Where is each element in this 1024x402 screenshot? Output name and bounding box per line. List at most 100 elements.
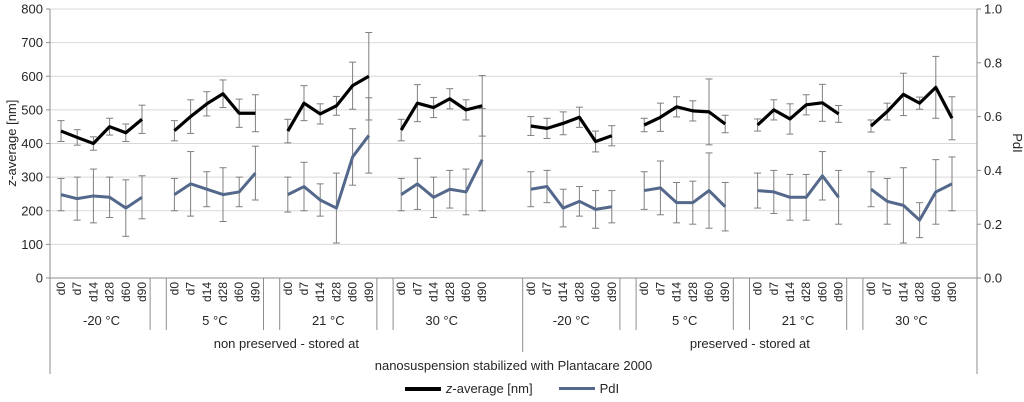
left-axis-tick-label: 0 bbox=[36, 271, 43, 286]
z-average-series-line bbox=[530, 115, 613, 144]
day-tick-label: d60 bbox=[459, 282, 473, 302]
z-average-series-line bbox=[60, 118, 144, 146]
day-tick-label: d60 bbox=[815, 282, 829, 302]
day-tick-label: d7 bbox=[540, 282, 554, 296]
day-tick-label: d28 bbox=[329, 282, 343, 302]
day-tick-label: d7 bbox=[184, 282, 198, 296]
day-tick-label: d7 bbox=[653, 282, 667, 296]
day-tick-label: d28 bbox=[216, 282, 230, 302]
day-tick-label: d7 bbox=[297, 282, 311, 296]
day-tick-label: d14 bbox=[200, 282, 214, 302]
day-tick-label: d0 bbox=[751, 282, 765, 296]
right-axis-tick-label: 0.4 bbox=[984, 163, 1002, 178]
x-axis-title: nanosuspension stabilized with Plantacar… bbox=[374, 358, 653, 373]
temperature-group-label: -20 °C bbox=[83, 313, 120, 328]
legend-item-pdi: PdI bbox=[558, 381, 620, 396]
day-tick-label: d14 bbox=[556, 282, 570, 302]
pdi-series-line bbox=[643, 186, 727, 208]
day-tick-label: d0 bbox=[54, 282, 68, 296]
day-tick-label: d0 bbox=[394, 282, 408, 296]
temperature-group-label: 5 °C bbox=[202, 313, 227, 328]
z-average-series-line bbox=[756, 101, 840, 127]
day-tick-label: d28 bbox=[103, 282, 117, 302]
day-tick-label: d90 bbox=[945, 282, 959, 302]
pdi-series-line bbox=[173, 172, 257, 197]
pdi-series-line bbox=[400, 158, 484, 199]
day-tick-label: d28 bbox=[799, 282, 813, 302]
pdi-series-line bbox=[870, 182, 953, 222]
left-axis-tick-label: 600 bbox=[21, 69, 43, 84]
temperature-group-label: 5 °C bbox=[672, 313, 697, 328]
day-tick-label: d14 bbox=[896, 282, 910, 302]
day-tick-label: d14 bbox=[313, 282, 327, 302]
day-tick-label: d90 bbox=[135, 282, 149, 302]
temperature-group-label: 21 °C bbox=[312, 313, 345, 328]
day-tick-label: d90 bbox=[832, 282, 846, 302]
day-tick-label: d90 bbox=[248, 282, 262, 302]
day-tick-label: d90 bbox=[475, 282, 489, 302]
day-tick-label: d14 bbox=[427, 282, 441, 302]
day-tick-label: d28 bbox=[443, 282, 457, 302]
legend-item-z-average: z-average [nm] bbox=[404, 381, 533, 396]
temperature-group-label: -20 °C bbox=[553, 313, 590, 328]
z-average-series-line bbox=[286, 74, 370, 132]
right-axis-tick-label: 0.0 bbox=[984, 271, 1002, 286]
day-tick-label: d90 bbox=[362, 282, 376, 302]
day-tick-label: d28 bbox=[572, 282, 586, 302]
left-axis-tick-label: 700 bbox=[21, 35, 43, 50]
day-tick-label: d60 bbox=[346, 282, 360, 302]
day-tick-label: d14 bbox=[783, 282, 797, 302]
z-average-series-line bbox=[173, 92, 256, 132]
section-label-non-preserved: non preserved - stored at bbox=[214, 336, 360, 351]
legend-label-z-average: z-average [nm] bbox=[445, 381, 533, 396]
temperature-group-label: 30 °C bbox=[895, 313, 928, 328]
day-tick-label: d28 bbox=[913, 282, 927, 302]
pdi-line-swatch bbox=[558, 387, 595, 390]
right-axis-tick-label: 0.8 bbox=[984, 55, 1002, 70]
day-tick-label: d28 bbox=[686, 282, 700, 302]
day-tick-label: d0 bbox=[167, 282, 181, 296]
day-tick-label: d60 bbox=[929, 282, 943, 302]
left-axis-tick-label: 300 bbox=[21, 170, 43, 185]
left-axis-tick-label: 200 bbox=[21, 203, 43, 218]
z-average-series-line bbox=[869, 85, 954, 128]
y-axis-title-left: z-average [nm] bbox=[4, 100, 19, 188]
left-axis-tick-label: 500 bbox=[21, 102, 43, 117]
day-tick-label: d14 bbox=[670, 282, 684, 302]
temperature-group-label: 30 °C bbox=[425, 313, 458, 328]
pdi-series-line bbox=[287, 134, 370, 210]
legend-label-pdi: PdI bbox=[599, 381, 620, 396]
day-tick-label: d0 bbox=[637, 282, 651, 296]
day-tick-label: d90 bbox=[605, 282, 619, 302]
z-average-series-line bbox=[399, 97, 483, 131]
right-axis-tick-label: 0.2 bbox=[984, 217, 1002, 232]
day-tick-label: d0 bbox=[864, 282, 878, 296]
day-tick-label: d90 bbox=[718, 282, 732, 302]
temperature-group-label: 21 °C bbox=[782, 313, 815, 328]
y-axis-title-right: PdI bbox=[1010, 133, 1024, 153]
chart-legend: z-average [nm] PdI bbox=[0, 381, 1024, 396]
day-tick-label: d0 bbox=[524, 282, 538, 296]
day-tick-label: d14 bbox=[86, 282, 100, 302]
day-tick-label: d7 bbox=[880, 282, 894, 296]
day-tick-label: d60 bbox=[702, 282, 716, 302]
z-average-series-line bbox=[643, 105, 727, 127]
right-axis-tick-label: 1.0 bbox=[984, 2, 1002, 17]
pdi-series-line bbox=[530, 185, 613, 211]
day-tick-label: d60 bbox=[232, 282, 246, 302]
day-tick-label: d7 bbox=[767, 282, 781, 296]
left-axis-tick-label: 100 bbox=[21, 237, 43, 252]
day-tick-label: d7 bbox=[410, 282, 424, 296]
z-average-line-swatch bbox=[404, 386, 441, 391]
day-tick-label: d60 bbox=[589, 282, 603, 302]
day-tick-label: d0 bbox=[281, 282, 295, 296]
left-axis-tick-label: 800 bbox=[21, 2, 43, 17]
pdi-series-line bbox=[757, 174, 840, 199]
day-tick-label: d60 bbox=[119, 282, 133, 302]
section-label-preserved: preserved - stored at bbox=[690, 336, 810, 351]
pdi-series-line bbox=[60, 193, 143, 210]
day-tick-label: d7 bbox=[70, 282, 84, 296]
left-axis-tick-label: 400 bbox=[21, 136, 43, 151]
